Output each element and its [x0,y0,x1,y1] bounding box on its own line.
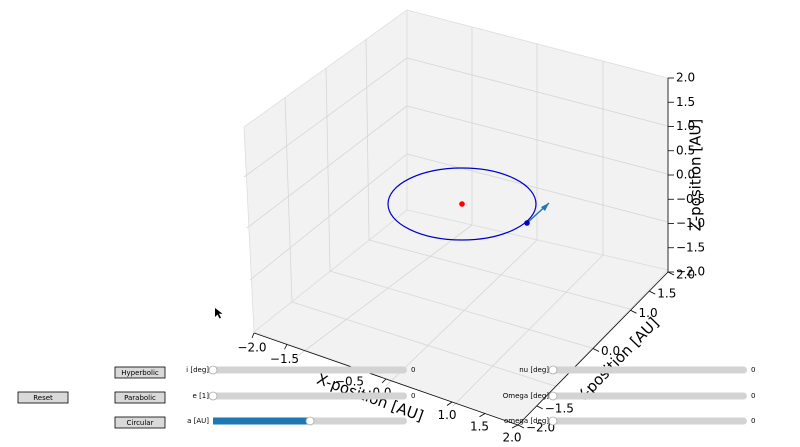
x-tick-label: 1.5 [470,419,489,433]
tick-mark [446,401,453,406]
arrow-head [541,203,549,211]
z-tick-label: −1.5 [676,240,705,254]
slider-handle[interactable] [548,365,558,375]
slider-fill [213,417,310,425]
x-tick-label: −2.0 [237,341,266,355]
y-tick-label: −1.5 [545,401,574,415]
slider-label: e [1] [193,392,210,400]
central-body [459,201,465,207]
button-label[interactable]: Reset [33,394,53,402]
slider-value: 0 [411,366,415,374]
slider-value: 0 [411,392,415,400]
slider-value: 0 [751,366,755,374]
x-tick-label: 1.0 [437,408,456,422]
z-tick-label: −0.5 [676,192,705,206]
slider-track[interactable] [553,417,747,425]
orbit [387,167,537,241]
slider-handle[interactable] [548,416,558,426]
z-tick-label: −1.0 [676,216,705,230]
y-tick-label: 1.0 [639,306,658,320]
z-tick-label: −2.0 [676,265,705,279]
tick-mark [667,271,675,276]
button-label[interactable]: Circular [127,419,154,427]
z-tick-label: 1.5 [676,95,695,109]
y-tick-label: −2.0 [526,421,555,435]
button[interactable] [17,391,69,404]
tick-mark [479,413,486,418]
tick-mark [630,309,637,314]
tick-mark [649,290,656,295]
slider-label: nu [deg] [519,366,549,374]
slider-track[interactable] [553,366,747,374]
slider-label: i [deg] [186,366,209,374]
z-axis-label: Z-position [AU] [687,119,705,232]
y-tick-label: 2.0 [676,268,695,282]
x-tick-label: −1.5 [270,352,299,366]
x-tick-label: −0.5 [335,374,364,388]
mouse-cursor [215,308,223,319]
slider-label: Omega [deg] [503,392,550,400]
z-tick-label: 0.0 [676,168,695,182]
x-tick-label: 2.0 [502,431,521,445]
orbiting-body [524,220,530,226]
tick-mark [381,378,387,384]
slider-handle[interactable] [305,416,315,426]
button[interactable] [114,366,166,379]
slider-track[interactable] [213,392,407,400]
button-label[interactable]: Hyperbolic [121,369,159,377]
button[interactable] [114,416,166,429]
slider-value: 0 [751,392,755,400]
tick-mark [511,424,519,429]
tick-mark [517,424,525,429]
grid [243,27,669,407]
z-tick-label: 0.5 [676,143,695,157]
slider-handle[interactable] [208,365,218,375]
slider-label: omega [deg] [504,417,549,425]
slider-handle[interactable] [548,391,558,401]
y-tick-label: 1.5 [657,287,676,301]
slider-track[interactable] [553,392,747,400]
z-tick-label: 2.0 [676,71,695,85]
button-label[interactable]: Parabolic [124,394,156,402]
tick-mark [284,344,288,350]
slider-track[interactable] [213,366,407,374]
slider-value: 0 [751,417,755,425]
tick-mark [592,348,600,352]
tick-mark [536,405,543,410]
y-tick-label: 0.0 [601,344,620,358]
slider-handle[interactable] [208,391,218,401]
button[interactable] [114,391,166,404]
slider-label: a [AU] [187,417,209,425]
z-tick-label: 1.0 [676,119,695,133]
tick-mark [251,332,255,339]
